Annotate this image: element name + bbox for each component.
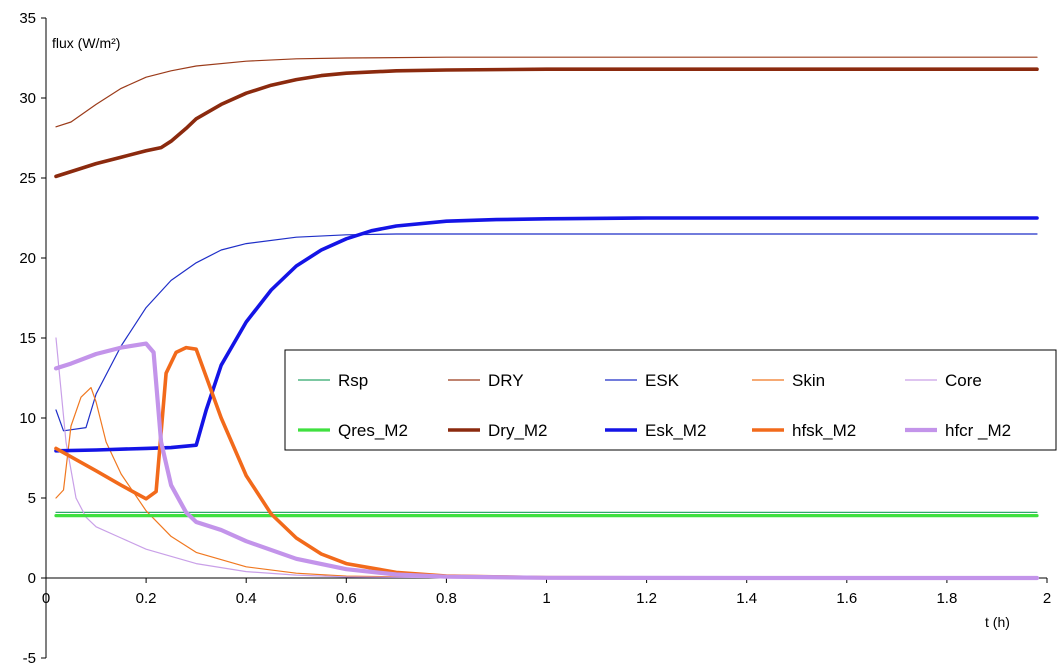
x-tick-label: 0.4	[236, 590, 257, 607]
x-tick-label: 1.8	[936, 590, 957, 607]
y-tick-label: 35	[19, 10, 36, 27]
legend-label: Qres_M2	[338, 421, 408, 440]
x-tick-label: 0.6	[336, 590, 357, 607]
legend-label: Esk_M2	[645, 421, 706, 440]
x-tick-label: 1.4	[736, 590, 757, 607]
legend-label: hfsk_M2	[792, 421, 856, 440]
legend: Rsp DRY ESK Skin Core Qres_M2 Dry_M2 Esk_M2 hfsk…	[284, 349, 1057, 451]
series-line-dry	[55, 56, 1038, 128]
x-tick-label: 0.2	[136, 590, 157, 607]
axes: -5 0 5 10 15 20 25 30 35 0 0.2 0.4 0.6 0.8 1 1.2 1.4 1.6 1…	[19, 10, 1051, 667]
y-tick-label: -5	[23, 650, 36, 667]
x-axis-label: t (h)	[985, 614, 1010, 630]
series-line-hfcr-m2	[53, 341, 1040, 581]
y-axis-label: flux (W/m²)	[52, 35, 120, 51]
legend-label: hfcr _M2	[945, 421, 1011, 440]
legend-box	[284, 349, 1057, 451]
legend-label: Dry_M2	[488, 421, 548, 440]
y-tick-label: 30	[19, 90, 36, 107]
y-tick-label: 5	[28, 490, 36, 507]
legend-label: Rsp	[338, 371, 368, 390]
series-line-esk-m2	[54, 216, 1039, 453]
legend-label: ESK	[645, 371, 680, 390]
x-tick-label: 1.6	[836, 590, 857, 607]
y-tick-label: 20	[19, 250, 36, 267]
legend-label: Skin	[792, 371, 825, 390]
y-tick-label: 25	[19, 170, 36, 187]
x-tick-label: 1.2	[636, 590, 657, 607]
y-tick-label: 10	[19, 410, 36, 427]
legend-label: Core	[945, 371, 982, 390]
legend-label: DRY	[488, 371, 524, 390]
series-layer	[53, 56, 1040, 581]
series-line-dry-m2	[54, 67, 1039, 179]
x-tick-label: 1	[542, 590, 550, 607]
y-tick-label: 0	[28, 570, 36, 587]
x-tick-label: 2	[1043, 590, 1051, 607]
x-tick-label: 0.8	[436, 590, 457, 607]
series-line-esk	[55, 233, 1038, 432]
y-tick-label: 15	[19, 330, 36, 347]
x-tick-label: 0	[42, 590, 50, 607]
